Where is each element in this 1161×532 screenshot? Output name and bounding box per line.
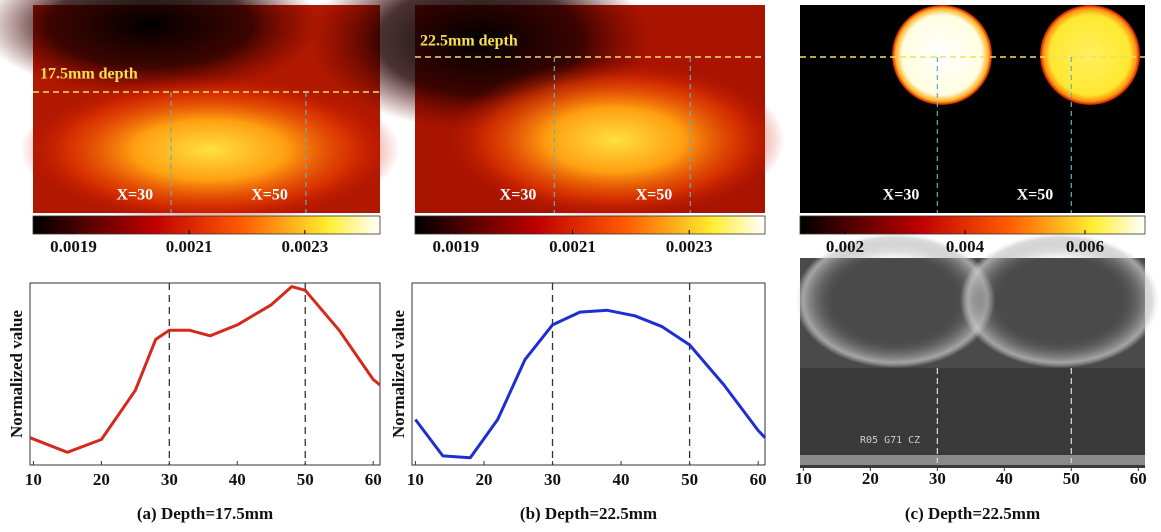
y-axis-label: Normalized value [7, 310, 26, 438]
x-tick-label: 30 [929, 469, 946, 488]
colorbar-tick-label: 0.0021 [166, 237, 213, 256]
marker-label: X=30 [500, 187, 537, 204]
colorbar-tick-label: 0.0021 [549, 237, 596, 256]
x-tick-label: 40 [613, 470, 630, 489]
colorbar [799, 215, 1146, 235]
data-line [414, 308, 767, 460]
x-tick-label: 20 [475, 470, 492, 489]
x-tick-label: 30 [544, 470, 561, 489]
plot-frame [411, 282, 766, 466]
marker-label: X=50 [636, 187, 673, 204]
plot-frame [29, 282, 381, 466]
marker-label: X=30 [883, 187, 920, 204]
x-tick-label: 50 [1063, 469, 1080, 488]
colorbar-tick-label: 0.0019 [50, 237, 97, 256]
x-tick-label: 30 [161, 470, 178, 489]
marker-label: X=30 [116, 187, 153, 204]
depth-label: 22.5mm depth [420, 33, 518, 50]
x-tick-label: 40 [996, 469, 1013, 488]
colorbar-tick-label: 0.006 [1066, 237, 1104, 256]
overlay-text: R05 G71 CZ [860, 435, 920, 446]
x-tick-label: 60 [365, 470, 382, 489]
x-tick-label: 60 [1130, 469, 1147, 488]
marker-label: X=50 [251, 187, 288, 204]
x-tick-label: 60 [750, 470, 767, 489]
colorbar-tick-label: 0.0023 [666, 237, 713, 256]
x-tick-label: 40 [229, 470, 246, 489]
heatmap-c-image [800, 5, 1145, 213]
caption: (b) Depth=22.5mm [520, 504, 657, 523]
y-axis-label: Normalized value [389, 310, 408, 438]
colorbar-tick-label: 0.002 [826, 237, 864, 256]
depth-label: 17.5mm depth [40, 66, 138, 83]
x-tick-label: 50 [681, 470, 698, 489]
x-tick-label: 10 [795, 469, 812, 488]
colorbar [414, 215, 766, 235]
colorbar-tick-label: 0.004 [946, 237, 985, 256]
x-tick-label: 20 [93, 470, 110, 489]
heatmap-b-image [310, 0, 785, 220]
colorbar-tick-label: 0.0023 [281, 237, 328, 256]
colorbar-tick-label: 0.0019 [432, 237, 479, 256]
caption: (c) Depth=22.5mm [905, 504, 1040, 523]
ultrasound-image [795, 232, 1160, 468]
x-tick-label: 20 [862, 469, 879, 488]
x-tick-label: 50 [297, 470, 314, 489]
x-tick-label: 10 [407, 470, 424, 489]
x-tick-label: 10 [25, 470, 42, 489]
caption: (a) Depth=17.5mm [137, 504, 273, 523]
colorbar [32, 215, 381, 235]
data-line [29, 285, 381, 454]
marker-label: X=50 [1017, 187, 1054, 204]
